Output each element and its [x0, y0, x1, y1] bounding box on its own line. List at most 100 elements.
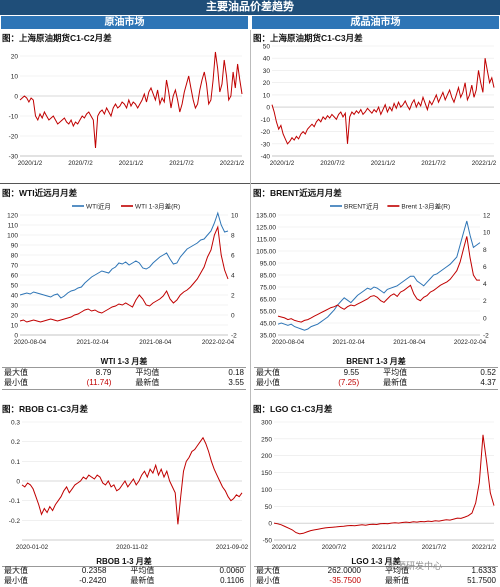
lgo-xtick-label: 2020/7/2 — [322, 544, 347, 551]
fu-ytick-label: 50 — [263, 44, 271, 51]
banner-title: 主要油品价差趋势 — [0, 0, 500, 15]
brent-ytick-right-label: 2 — [483, 298, 487, 305]
wti-ytick-right-label: 6 — [231, 253, 235, 260]
brent-latest-value: 4.37 — [480, 378, 496, 387]
wti-ytick-label: 80 — [11, 253, 19, 260]
brent-ytick-right-label: 10 — [483, 230, 491, 237]
wti-latest-label: 最新值 — [135, 378, 160, 387]
brent-ytick-label: 45.00 — [260, 321, 277, 328]
rbob-avg-label: 平均值 — [130, 566, 155, 575]
sc-svg: -30 -20 -10 0 10 20 2020/1/2 2020/7/2 2021/1/2 20… — [9, 51, 245, 167]
sc-xtick-label: 2020/1/2 — [18, 160, 43, 167]
rbob-xtick-label: 2021-09-02 — [216, 544, 248, 551]
lgo-svg: -50 0 50 100 150 200 250 300 2020/1/2 2020/7/2 202… — [261, 420, 497, 552]
lgo-chart: -50 0 50 100 150 200 250 300 2020/1/2 2020/7/2 202… — [252, 414, 500, 554]
brent-min-label: 最小值 — [256, 378, 280, 387]
wti-max-label: 最大值 — [4, 368, 28, 377]
rbob-ytick-label: 0.2 — [11, 439, 20, 446]
wti-ytick-label: 20 — [11, 313, 19, 320]
sc-ytick-label: 0 — [14, 94, 18, 101]
fu-svg: -40 -30 -20 -10 0 10 20 30 40 50 2020/1/2 2020/7/2 2… — [261, 44, 497, 168]
sc-chart-title: 图：上海原油期货C1-C2月差 — [2, 33, 112, 43]
lgo-xtick-label: 2022/1/2 — [472, 544, 497, 551]
lgo-ytick-label: 250 — [261, 436, 272, 443]
rbob-min-label: 最小值 — [4, 576, 28, 585]
wti-ytick-right-label: 0 — [231, 313, 235, 320]
brent-ytick-label: 65.00 — [260, 297, 277, 304]
wti-legend-label-1: WTI 1-3月差(R) — [135, 202, 180, 211]
lgo-ytick-label: 150 — [261, 470, 272, 477]
rbob-max-value: 0.2358 — [81, 566, 107, 575]
wti-min-value: (11.74) — [86, 378, 112, 387]
brent-svg: 35.00 45.00 55.00 65.00 75.00 85.00 95.00 105.0… — [256, 202, 491, 347]
rbob-stats-table: 最大值 0.2358 平均值 0.0060 最小值 -0.2420 最新值 0.1106 — [2, 566, 246, 586]
rbob-ytick-label: 0 — [16, 479, 20, 486]
rbob-xtick-label: 2020-11-02 — [116, 544, 148, 551]
wti-ytick-label: 100 — [7, 233, 18, 240]
wti-stats-table: 最大值 8.79 平均值 0.18 最小值 (11.74) 最新值 3.55 — [2, 368, 246, 388]
brent-avg-value: 0.52 — [480, 368, 496, 377]
brent-stats-table: 最大值 9.55 平均值 0.52 最小值 (7.25) 最新值 4.37 — [254, 368, 498, 388]
fu-chart: -40 -30 -20 -10 0 10 20 30 40 50 2020/1/2 2020/7/2 2… — [252, 42, 500, 172]
wti-ytick-right-label: 2 — [231, 293, 235, 300]
rbob-svg: -0.2 -0.1 0 0.1 0.2 0.3 2020-01-02 2020-11-02 20… — [9, 420, 248, 552]
wti-ytick-right-label: 4 — [231, 273, 235, 280]
lgo-ytick-label: 100 — [261, 487, 272, 494]
sc-xtick-label: 2021/7/2 — [169, 160, 194, 167]
lgo-xtick-label: 2020/1/2 — [272, 544, 297, 551]
rbob-ytick-label: -0.1 — [9, 498, 21, 505]
wti-avg-label: 平均值 — [135, 368, 160, 377]
brent-ytick-label: 95.00 — [260, 261, 277, 268]
wti-chart-title: 图：WTI近远月月差 — [2, 188, 78, 198]
rbob-chart-title: 图：RBOB C1-C3月差 — [2, 404, 88, 414]
sc-xtick-label: 2022/1/2 — [220, 160, 245, 167]
brent-ytick-label: 55.00 — [260, 309, 277, 316]
lgo-min-value: -35.7500 — [329, 576, 362, 585]
lgo-ytick-label: -50 — [263, 538, 273, 545]
sc-series-line-0 — [19, 51, 243, 149]
sc-xtick-label: 2020/7/2 — [68, 160, 93, 167]
rbob-avg-value: 0.0060 — [219, 566, 244, 575]
brent-ytick-label: 115.00 — [257, 237, 277, 244]
section-header-products: 成品油市场 — [252, 16, 499, 29]
wti-ytick-label: 60 — [11, 273, 19, 280]
lgo-max-label: 最大值 — [256, 566, 280, 575]
wti-max-value: 8.79 — [95, 368, 112, 377]
rbob-latest-value: 0.1106 — [220, 576, 244, 585]
brent-max-value: 9.55 — [343, 368, 360, 377]
brent-legend-label-1: Brent 1-3月差(R) — [401, 202, 450, 211]
rbob-min-value: -0.2420 — [79, 576, 107, 585]
brent-xtick-label: 2020-08-04 — [272, 339, 305, 346]
fu-ytick-label: -40 — [261, 154, 271, 161]
fu-ytick-label: 40 — [263, 56, 271, 63]
brent-ytick-right-label: -2 — [483, 333, 489, 340]
wti-ytick-label: 50 — [11, 283, 19, 290]
rbob-ytick-label: -0.2 — [9, 518, 21, 525]
fu-ytick-label: -20 — [261, 129, 271, 136]
lgo-ytick-label: 0 — [268, 521, 272, 528]
rbob-max-label: 最大值 — [4, 566, 28, 575]
lgo-latest-value: 51.7500 — [467, 576, 496, 585]
fu-xtick-label: 2020/1/2 — [270, 160, 295, 167]
brent-ytick-right-label: 0 — [483, 315, 487, 322]
brent-ytick-label: 135.00 — [256, 213, 276, 220]
fu-ytick-label: 0 — [266, 105, 270, 112]
rbob-series-line-0 — [21, 436, 243, 525]
wti-ytick-label: 40 — [11, 293, 19, 300]
lgo-ytick-label: 50 — [265, 504, 273, 511]
lgo-latest-label: 最新值 — [385, 576, 410, 585]
wti-chart: 0 10 20 30 40 50 60 70 80 90 100 110 120 -2 0 2 4 6 8 10 202… — [0, 199, 248, 349]
fu-ytick-label: 20 — [263, 80, 271, 87]
wti-avg-value: 0.18 — [228, 368, 244, 377]
brent-chart-title: 图：BRENT近远月月差 — [253, 188, 342, 198]
lgo-xtick-label: 2021/7/2 — [422, 544, 447, 551]
brent-ytick-right-label: 4 — [483, 281, 487, 288]
brent-series-line-1 — [277, 236, 480, 323]
brent-ytick-right-label: 8 — [483, 247, 487, 254]
brent-ytick-label: 85.00 — [260, 273, 277, 280]
brent-series-line-0 — [277, 220, 481, 331]
fu-xtick-label: 2021/1/2 — [371, 160, 396, 167]
brent-xtick-label: 2021-08-04 — [393, 339, 426, 346]
brent-ytick-right-label: 6 — [483, 264, 487, 271]
wti-min-label: 最小值 — [4, 378, 28, 387]
